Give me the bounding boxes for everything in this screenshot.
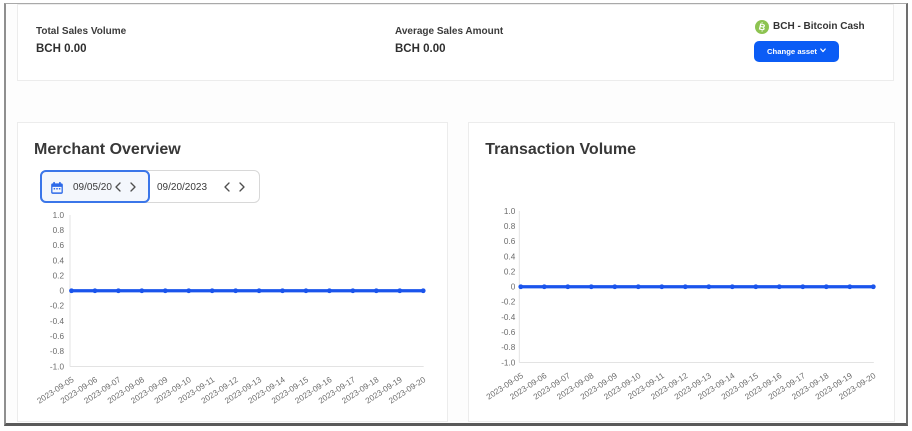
svg-text:0: 0: [59, 287, 64, 296]
svg-text:-0.4: -0.4: [501, 313, 516, 322]
svg-text:1.0: 1.0: [53, 211, 65, 220]
svg-text:-0.8: -0.8: [501, 343, 516, 352]
svg-text:0.2: 0.2: [504, 267, 516, 276]
svg-text:0.2: 0.2: [53, 271, 65, 280]
svg-text:0.8: 0.8: [53, 226, 65, 235]
svg-text:-0.6: -0.6: [50, 332, 65, 341]
svg-text:-1.0: -1.0: [501, 358, 516, 367]
svg-text:-0.4: -0.4: [50, 317, 65, 326]
svg-text:0.6: 0.6: [504, 237, 516, 246]
svg-text:1.0: 1.0: [504, 207, 516, 216]
svg-text:-0.2: -0.2: [501, 298, 516, 307]
svg-text:0: 0: [510, 283, 515, 292]
svg-text:-0.2: -0.2: [50, 302, 65, 311]
svg-text:0.6: 0.6: [53, 241, 65, 250]
svg-text:0.4: 0.4: [53, 256, 65, 265]
svg-text:-1.0: -1.0: [50, 362, 65, 371]
svg-text:-0.6: -0.6: [501, 328, 516, 337]
svg-text:-0.8: -0.8: [50, 347, 65, 356]
svg-text:0.4: 0.4: [504, 252, 516, 261]
svg-text:B: B: [757, 21, 766, 32]
svg-text:0.8: 0.8: [504, 222, 516, 231]
